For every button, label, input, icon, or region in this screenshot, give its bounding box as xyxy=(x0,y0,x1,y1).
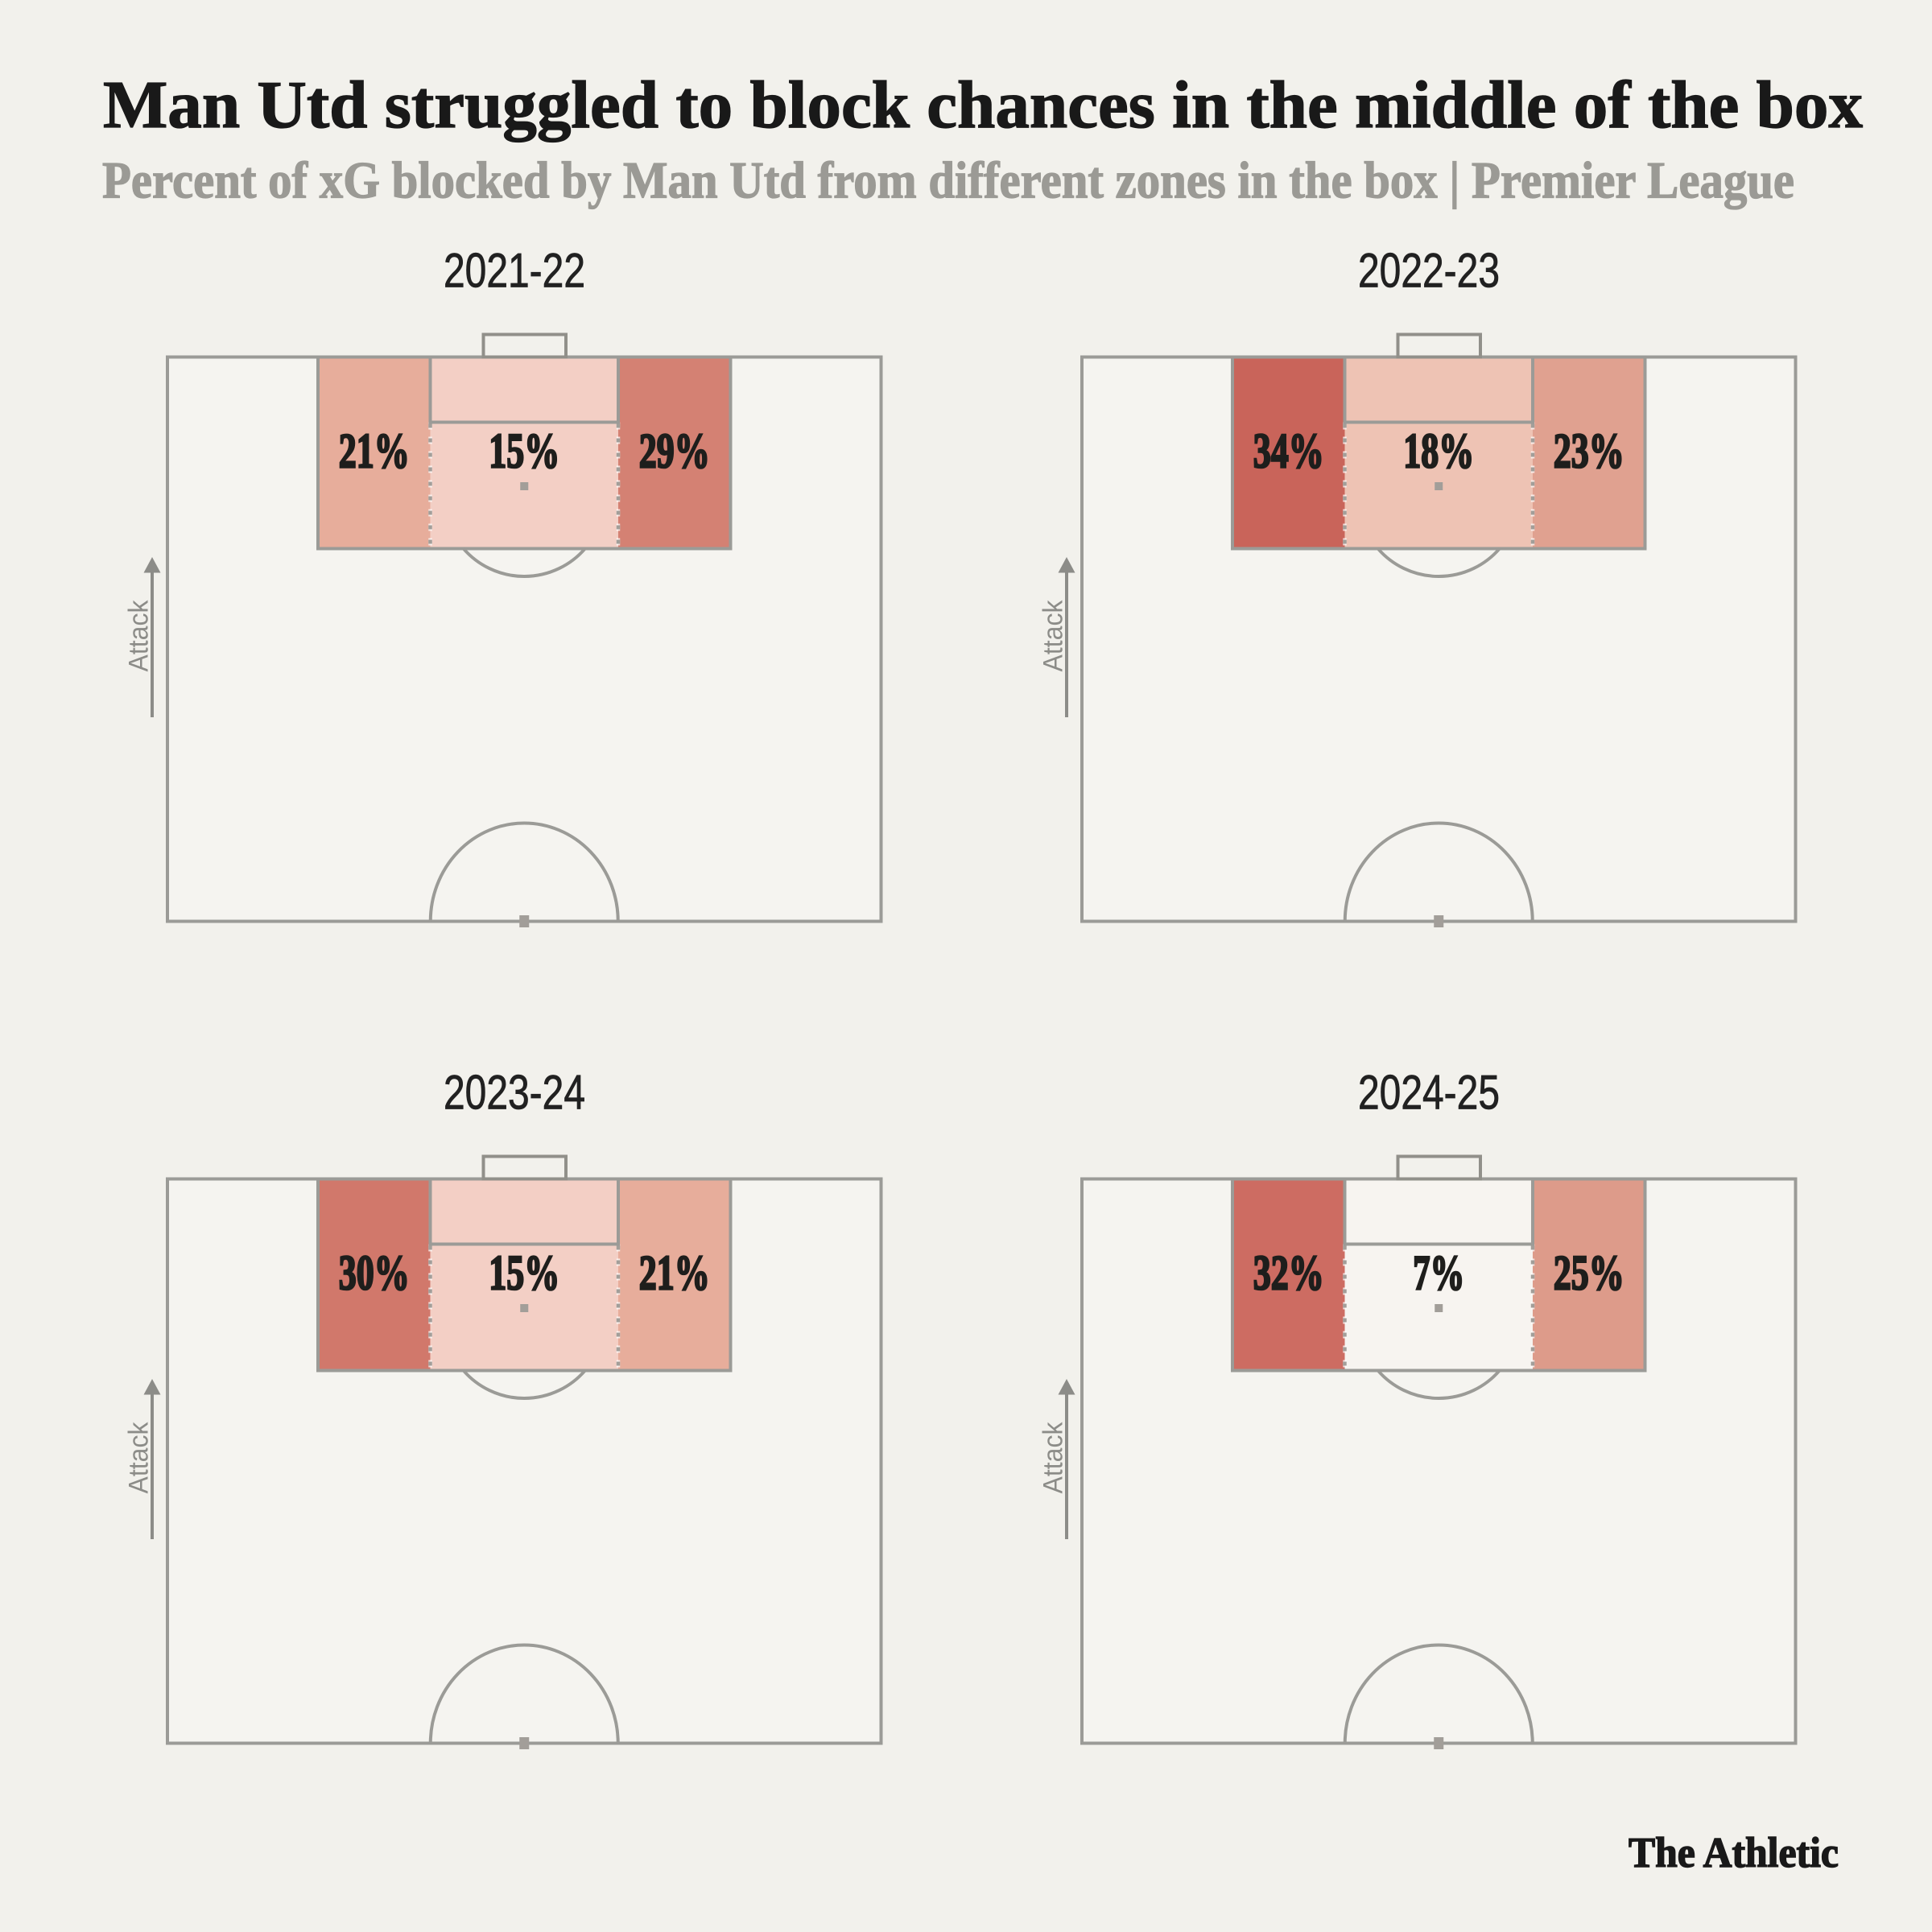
svg-text:15%: 15% xyxy=(489,1247,559,1301)
svg-text:15%: 15% xyxy=(489,425,559,479)
svg-text:2023-24: 2023-24 xyxy=(444,1066,585,1120)
svg-text:Attack: Attack xyxy=(124,1422,155,1494)
svg-text:Man Utd struggled to block cha: Man Utd struggled to block chances in th… xyxy=(103,68,1863,142)
svg-text:25%: 25% xyxy=(1554,1247,1624,1301)
svg-text:2021-22: 2021-22 xyxy=(444,244,585,298)
svg-text:32%: 32% xyxy=(1253,1247,1324,1301)
svg-text:21%: 21% xyxy=(339,425,410,479)
svg-text:2024-25: 2024-25 xyxy=(1358,1066,1500,1120)
svg-text:7%: 7% xyxy=(1413,1247,1464,1301)
svg-text:Attack: Attack xyxy=(1038,600,1069,672)
svg-text:Attack: Attack xyxy=(1038,1422,1069,1494)
svg-text:Attack: Attack xyxy=(124,600,155,672)
svg-text:The Athletic: The Athletic xyxy=(1629,1830,1839,1876)
svg-text:Percent of xG blocked by Man U: Percent of xG blocked by Man Utd from di… xyxy=(102,152,1794,210)
svg-text:18%: 18% xyxy=(1403,425,1474,479)
svg-text:2022-23: 2022-23 xyxy=(1358,244,1500,298)
svg-text:21%: 21% xyxy=(639,1247,710,1301)
svg-text:30%: 30% xyxy=(339,1247,410,1301)
svg-text:23%: 23% xyxy=(1554,425,1624,479)
svg-text:34%: 34% xyxy=(1253,425,1324,479)
svg-text:29%: 29% xyxy=(639,425,710,479)
